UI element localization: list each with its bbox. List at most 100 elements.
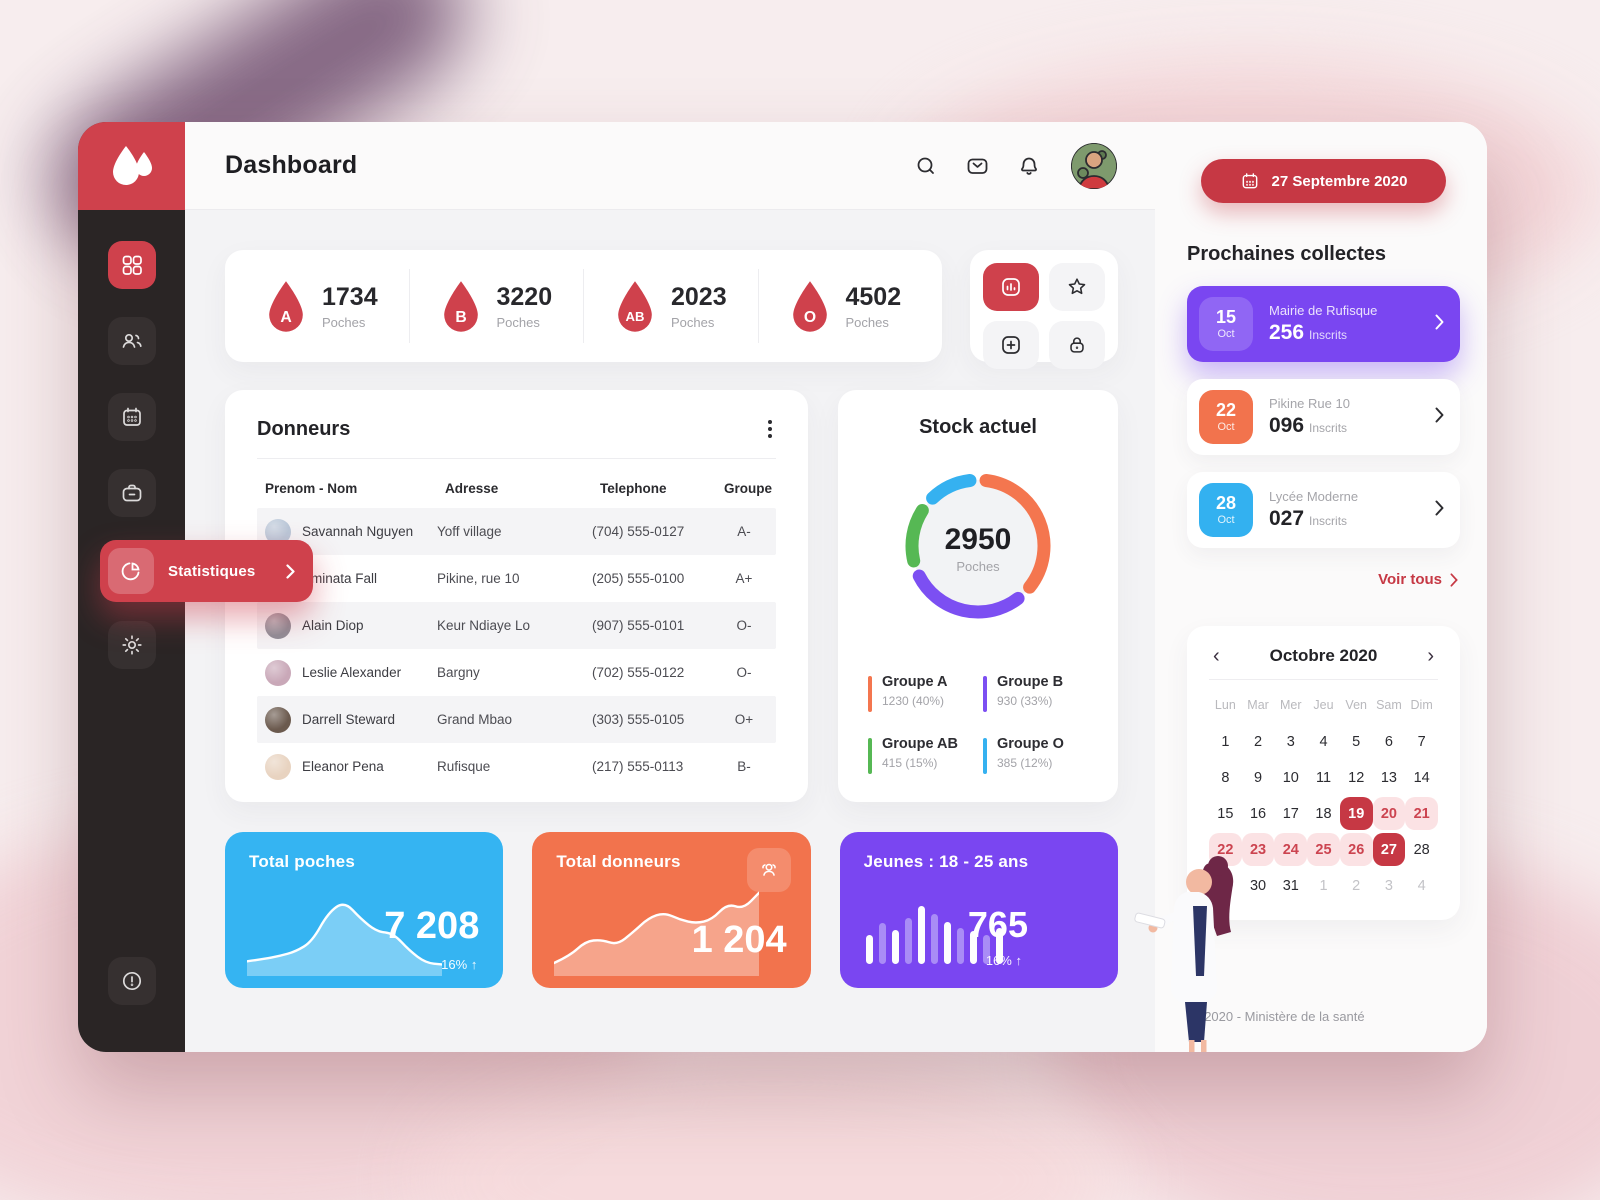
- calendar-weekday: Jeu: [1313, 698, 1334, 712]
- sidebar-item-donneurs[interactable]: [107, 317, 156, 365]
- stat-groupe-o: O 4502 Poches: [759, 279, 933, 334]
- donor-name: Savannah Nguyen: [302, 524, 414, 539]
- svg-text:O: O: [803, 309, 815, 326]
- calendar-day[interactable]: 15: [1217, 805, 1234, 822]
- calendar-day[interactable]: 14: [1413, 769, 1430, 786]
- svg-text:AB: AB: [626, 309, 645, 324]
- bar: [943, 921, 951, 964]
- calendar-day[interactable]: 26: [1339, 833, 1373, 866]
- calendar-day[interactable]: 4: [1319, 733, 1328, 750]
- calendar-day[interactable]: 5: [1352, 733, 1361, 750]
- calendar-day[interactable]: 22: [1209, 833, 1242, 866]
- calendar-day[interactable]: 31: [1282, 877, 1299, 894]
- stat-groupe-b: B 3220 Poches: [410, 279, 584, 334]
- sidebar-item-alertes[interactable]: [107, 957, 156, 1005]
- calendar-day[interactable]: 3: [1286, 733, 1295, 750]
- calendar-day[interactable]: 12: [1348, 769, 1365, 786]
- calendar-day[interactable]: 9: [1254, 769, 1263, 786]
- calendar-day[interactable]: 7: [1417, 733, 1426, 750]
- add-button[interactable]: [983, 321, 1039, 369]
- calendar-prev-button[interactable]: ‹: [1213, 645, 1220, 667]
- calendar-day[interactable]: 8: [1221, 769, 1230, 786]
- calendar-day[interactable]: 11: [1315, 769, 1332, 786]
- mail-icon[interactable]: [965, 154, 990, 178]
- legend-color-bar: [868, 738, 872, 774]
- calendar-day[interactable]: 1: [1221, 733, 1230, 750]
- table-row[interactable]: Savannah Nguyen Yoff village (704) 555-012…: [257, 508, 776, 555]
- calendar-title: Octobre 2020: [1269, 646, 1378, 665]
- sidebar-item-statistiques[interactable]: Statistiques: [100, 540, 313, 602]
- stat-unit: Poches: [671, 314, 715, 330]
- donor-name: Darrell Steward: [302, 712, 396, 727]
- calendar-day[interactable]: 20: [1372, 797, 1406, 830]
- sidebar-item-parametres[interactable]: [107, 621, 156, 669]
- calendar-day[interactable]: 19: [1339, 797, 1373, 830]
- table-row[interactable]: Eleanor Pena Rufisque (217) 555-0113 B-: [257, 743, 776, 790]
- table-header: Prenom - Nom Adresse Telephone Groupe: [257, 473, 776, 508]
- notifications-icon[interactable]: [1017, 154, 1041, 178]
- calendar-day[interactable]: 2: [1352, 877, 1361, 894]
- bar: [956, 927, 964, 964]
- donor-name: Leslie Alexander: [302, 665, 402, 680]
- collecte-place: Mairie de Rufisque: [1269, 303, 1378, 318]
- calendar-weekday: Lun: [1214, 698, 1236, 712]
- collecte-item[interactable]: 28 Oct Lycée Moderne 027 Inscrits: [1187, 472, 1460, 548]
- donor-telephone: (702) 555-0122: [592, 665, 685, 680]
- calendar-day[interactable]: 16: [1249, 805, 1267, 822]
- table-row[interactable]: Aminata Fall Pikine, rue 10 (205) 555-0100…: [257, 555, 776, 602]
- collecte-count: 256 Inscrits: [1269, 321, 1348, 344]
- calendar-day[interactable]: 21: [1405, 797, 1438, 830]
- calendar-day[interactable]: 10: [1282, 769, 1299, 786]
- calendar-weekday: Dim: [1410, 698, 1433, 712]
- legend-item: Groupe B 930 (33%): [983, 674, 1088, 712]
- avatar: [265, 753, 291, 780]
- calendar-day[interactable]: 3: [1384, 877, 1393, 894]
- calendar-day[interactable]: 28: [1413, 841, 1430, 858]
- calendar-day[interactable]: 29: [1217, 877, 1234, 894]
- user-avatar[interactable]: [1071, 142, 1117, 189]
- favorites-button[interactable]: [1049, 263, 1105, 311]
- calendar-day[interactable]: 6: [1384, 733, 1393, 750]
- star-icon: [1068, 278, 1086, 295]
- sidebar-item-collectes[interactable]: [107, 469, 156, 517]
- svg-text:A: A: [280, 309, 291, 326]
- calendar-day[interactable]: 13: [1380, 769, 1397, 786]
- calendar-day[interactable]: 27: [1372, 833, 1406, 866]
- view-all-link[interactable]: Voir tous: [1189, 571, 1458, 588]
- calendar-day[interactable]: 1: [1319, 877, 1328, 894]
- jeunes-value: 765: [967, 904, 1028, 945]
- search-icon[interactable]: [914, 154, 938, 178]
- calendar-day[interactable]: 18: [1315, 805, 1332, 822]
- collecte-item[interactable]: 15 Oct Mairie de Rufisque 256 Inscrits: [1187, 286, 1460, 362]
- calendar-day[interactable]: 4: [1417, 877, 1426, 894]
- bar: [878, 923, 886, 964]
- date-button[interactable]: 27 Septembre 2020: [1201, 159, 1446, 203]
- dashboard-grid-icon: [122, 255, 142, 275]
- stock-total: 2950: [944, 523, 1012, 556]
- sidebar-item-calendrier[interactable]: [107, 393, 156, 441]
- calendar-day[interactable]: 2: [1254, 733, 1263, 750]
- calendar-next-button[interactable]: ›: [1427, 645, 1434, 667]
- avatar: [265, 659, 291, 686]
- calendar-day[interactable]: 23: [1241, 833, 1275, 866]
- bar: [891, 929, 899, 964]
- total-poches-value: 7 208: [384, 905, 480, 947]
- table-row[interactable]: Alain Diop Keur Ndiaye Lo (907) 555-0101 O-: [257, 602, 776, 649]
- calendar-day[interactable]: 17: [1282, 805, 1299, 822]
- lock-button[interactable]: [1049, 321, 1105, 369]
- collecte-item[interactable]: 22 Oct Pikine Rue 10 096 Inscrits: [1187, 379, 1460, 455]
- stat-value: 1734: [322, 282, 378, 311]
- bar-chart-button[interactable]: [983, 263, 1039, 311]
- legend-item: Groupe AB 415 (15%): [868, 736, 973, 774]
- calendar-day[interactable]: 25: [1307, 833, 1340, 866]
- table-row[interactable]: Leslie Alexander Bargny (702) 555-0122 O-: [257, 649, 776, 696]
- kebab-menu-icon[interactable]: [764, 416, 776, 442]
- calendar-day[interactable]: 24: [1274, 833, 1308, 866]
- calendar-day[interactable]: 30: [1249, 877, 1267, 894]
- donor-adresse: Yoff village: [437, 524, 502, 539]
- stat-unit: Poches: [322, 314, 366, 330]
- date-button-label: 27 Septembre 2020: [1271, 172, 1408, 190]
- table-row[interactable]: Darrell Steward Grand Mbao (303) 555-0105 O…: [257, 696, 776, 743]
- app-logo: [78, 122, 185, 210]
- sidebar-item-dashboard[interactable]: [107, 241, 156, 289]
